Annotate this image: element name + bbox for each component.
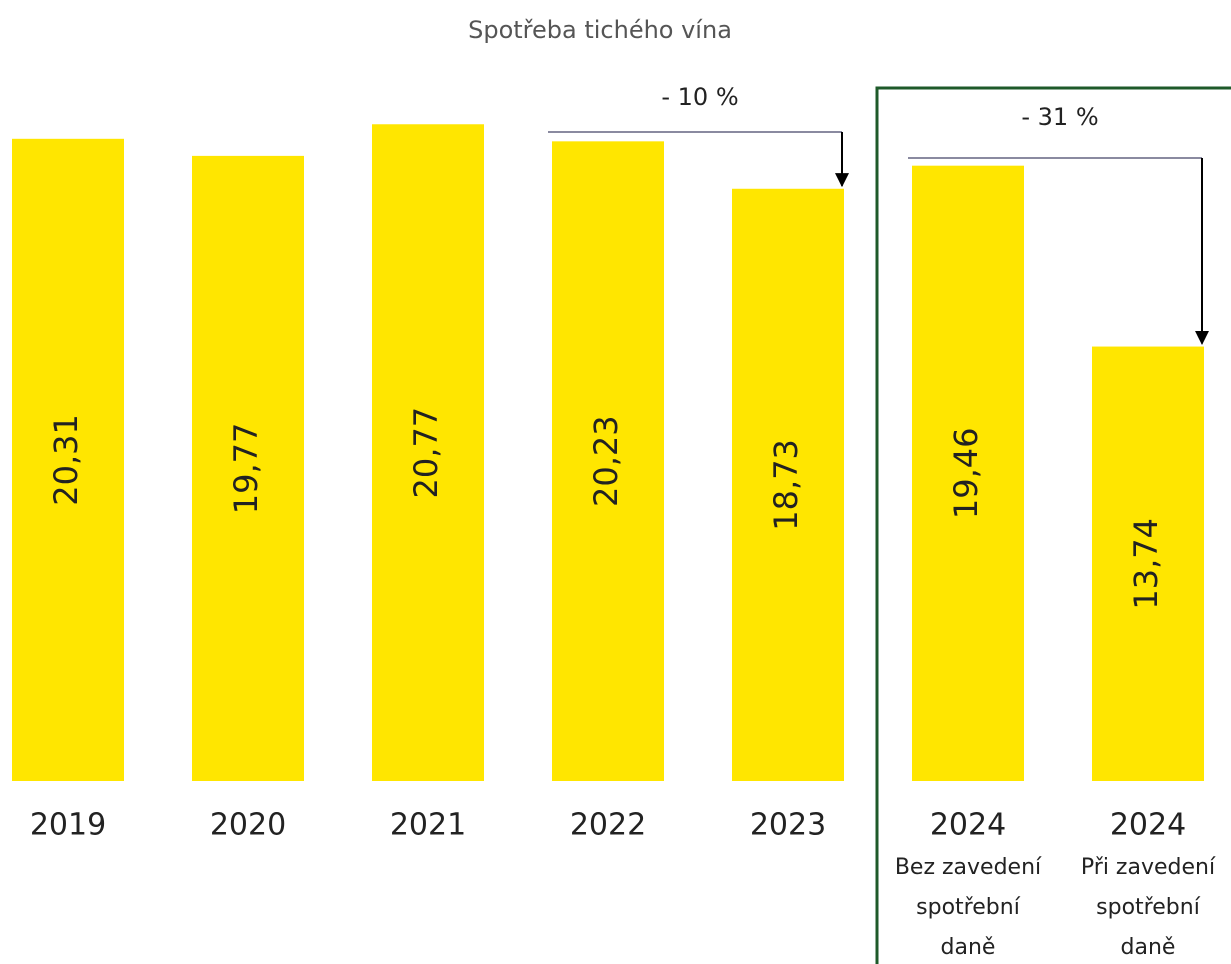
x-tick-label: 2020: [210, 808, 286, 843]
x-tick-label: 2021: [390, 808, 466, 843]
annotation-text: - 10 %: [661, 83, 738, 111]
value-label: 20,31: [47, 414, 85, 506]
highlight-box: [875, 86, 1231, 964]
category-note: Bez zavedení: [895, 855, 1042, 880]
category-note: Při zavedení: [1081, 855, 1216, 880]
x-tick-label: 2022: [570, 808, 646, 843]
value-label: 20,77: [407, 407, 445, 499]
bar: [552, 141, 664, 781]
annotation-text: - 31 %: [1021, 103, 1098, 131]
category-note: spotřební: [1096, 895, 1201, 920]
bar: [732, 188, 844, 782]
bar: [12, 138, 124, 781]
chart-title: Spotřeba tichého vína: [468, 16, 732, 44]
value-label: 13,74: [1127, 518, 1165, 610]
bar: [372, 124, 484, 781]
x-tick-label: 2024: [930, 808, 1006, 843]
x-tick-label: 2024: [1110, 808, 1186, 843]
value-label: 20,23: [587, 415, 625, 507]
category-note: daně: [1121, 935, 1176, 960]
value-label: 19,77: [227, 423, 265, 515]
value-label: 19,46: [947, 428, 985, 520]
bar: [912, 165, 1024, 781]
value-label: 18,73: [767, 439, 805, 531]
x-tick-label: 2023: [750, 808, 826, 843]
category-note: spotřební: [916, 895, 1021, 920]
category-note: daně: [941, 935, 996, 960]
x-tick-label: 2019: [30, 808, 106, 843]
bar: [1092, 346, 1204, 781]
bar: [192, 155, 304, 782]
